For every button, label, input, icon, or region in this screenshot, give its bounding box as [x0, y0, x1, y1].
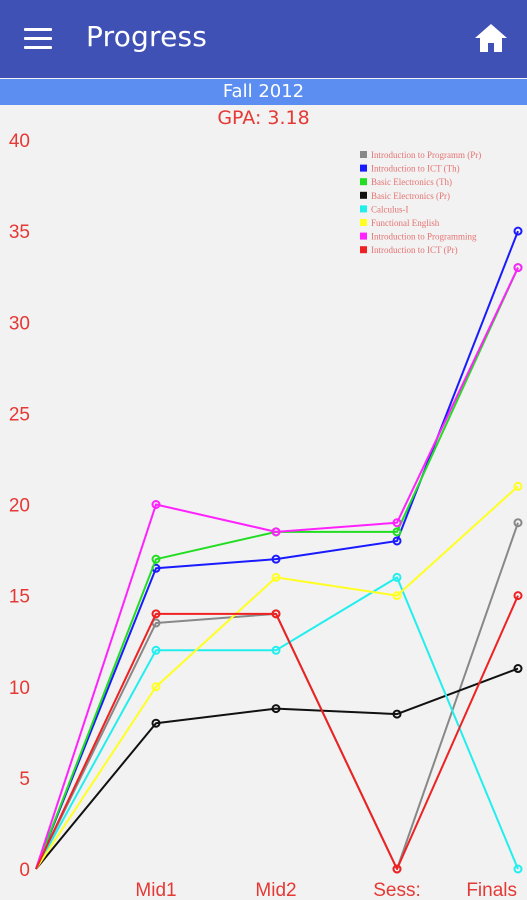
data-point [271, 572, 281, 582]
data-point [513, 864, 523, 874]
legend-label: Introduction to ICT (Th) [371, 164, 460, 174]
legend-label: Introduction to Programming [371, 232, 477, 242]
data-point [151, 554, 161, 564]
home-icon-graphic [475, 24, 507, 52]
data-point [151, 500, 161, 509]
legend-swatch [360, 151, 367, 158]
data-point [392, 527, 402, 537]
data-point [513, 263, 523, 273]
series-line [35, 576, 519, 870]
y-tick-label: 40 [9, 131, 30, 152]
data-point [271, 527, 281, 537]
series-line [35, 595, 519, 870]
legend-label: Calculus-I [371, 204, 409, 214]
y-tick-label: 25 [9, 404, 30, 425]
gpa-label: GPA: 3.18 [217, 107, 310, 129]
series-line [35, 267, 519, 870]
x-tick-label: Finals [466, 880, 517, 900]
menu-line [24, 28, 52, 31]
data-point [392, 709, 402, 719]
y-tick-label: 10 [9, 678, 30, 699]
app-bar: Progress [0, 0, 527, 78]
data-point [271, 645, 281, 655]
data-point [392, 518, 402, 528]
home-icon[interactable] [471, 20, 511, 56]
y-tick-label: 35 [9, 222, 30, 243]
series-line [35, 230, 519, 870]
legend-label: Basic Electronics (Pr) [371, 191, 450, 201]
y-tick-label: 0 [19, 860, 30, 881]
series-line [35, 267, 519, 870]
x-tick-label: Mid1 [135, 880, 176, 900]
y-tick-label: 5 [19, 769, 30, 790]
y-tick-label: 30 [9, 313, 30, 334]
data-point [513, 226, 523, 236]
menu-line [24, 37, 52, 40]
data-point [513, 518, 523, 528]
semester-label: Fall 2012 [0, 79, 527, 105]
data-point [151, 718, 161, 728]
y-tick-label: 15 [9, 587, 30, 608]
data-point [271, 554, 281, 564]
legend-swatch [360, 219, 367, 226]
menu-line [24, 46, 52, 49]
data-point [513, 664, 523, 674]
data-point [392, 536, 402, 546]
legend-label: Functional English [371, 218, 440, 228]
data-point [151, 682, 161, 692]
y-tick-label: 20 [9, 496, 30, 517]
legend-swatch [360, 178, 367, 186]
legend-swatch [360, 205, 367, 213]
legend-swatch [360, 191, 367, 199]
data-point [392, 591, 402, 601]
legend-swatch [360, 232, 367, 240]
x-tick-label: Mid2 [255, 880, 296, 900]
data-point [151, 645, 161, 655]
series-line [35, 485, 519, 870]
series-line [35, 667, 519, 870]
data-point [513, 481, 523, 491]
legend-swatch [360, 164, 367, 172]
menu-icon[interactable] [18, 22, 60, 58]
data-point [513, 591, 523, 601]
data-point [392, 572, 402, 582]
progress-line-chart: 0 5 10 15 20 25 30 35 40 Mid1 Mid2 Sess: Finals Intro… [9, 131, 523, 900]
legend-label: Introduction to ICT (Pr) [371, 245, 458, 255]
legend-label: Basic Electronics (Th) [371, 177, 452, 187]
page-title: Progress [86, 20, 208, 53]
data-point [271, 609, 281, 619]
legend-label: Introduction to Programm (Pr) [371, 150, 481, 160]
data-point [392, 864, 402, 874]
data-point [271, 704, 281, 714]
legend-swatch [360, 246, 367, 254]
x-tick-label: Sess: [373, 880, 421, 900]
data-point [151, 609, 161, 619]
